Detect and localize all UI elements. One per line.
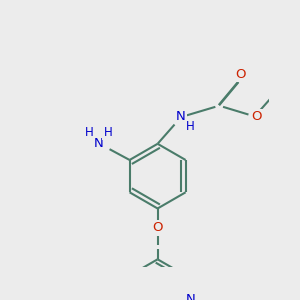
Text: H: H [104,126,112,139]
Text: N: N [185,293,195,300]
Text: O: O [251,110,261,123]
Text: N: N [176,110,186,123]
Text: H: H [186,120,195,134]
Text: H: H [85,126,94,139]
Text: O: O [236,68,246,81]
Text: O: O [152,221,163,234]
Text: N: N [94,136,104,149]
